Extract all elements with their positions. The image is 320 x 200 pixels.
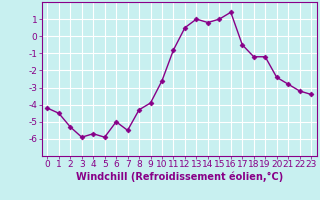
X-axis label: Windchill (Refroidissement éolien,°C): Windchill (Refroidissement éolien,°C): [76, 172, 283, 182]
